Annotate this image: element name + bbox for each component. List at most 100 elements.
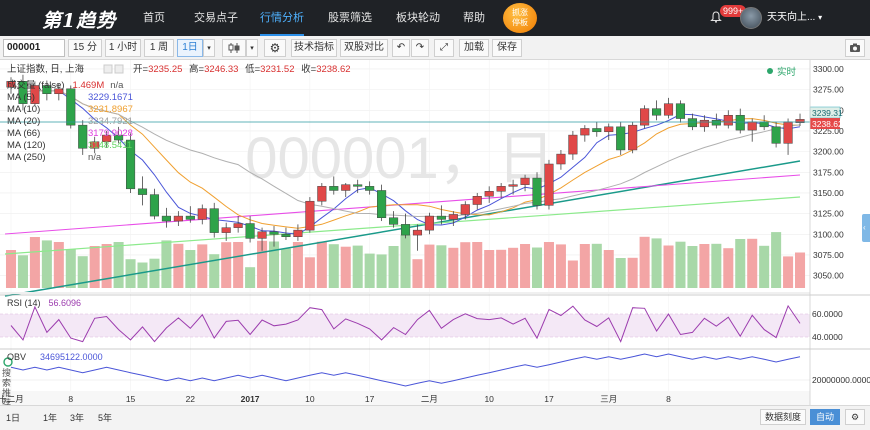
candle bbox=[723, 110, 733, 129]
candle bbox=[544, 159, 554, 210]
volume-bar bbox=[77, 256, 88, 288]
candle bbox=[448, 211, 458, 227]
promo-line-2: 停板 bbox=[512, 18, 528, 27]
candle bbox=[640, 105, 650, 129]
data-scale-button[interactable]: 数据刻度 bbox=[760, 409, 806, 425]
volume-bar bbox=[747, 238, 758, 288]
load-button[interactable]: 加载 bbox=[459, 39, 489, 57]
volume-bar bbox=[508, 247, 519, 288]
realtime-label[interactable]: 实时 bbox=[777, 66, 797, 78]
volume-bar bbox=[448, 247, 459, 288]
candle bbox=[365, 181, 375, 195]
chart-type-button[interactable] bbox=[222, 39, 246, 57]
undo-button[interactable]: ↶ bbox=[392, 39, 410, 57]
volume-bar bbox=[687, 246, 698, 288]
rsi-band bbox=[0, 314, 810, 337]
bottom-settings-button[interactable]: ⚙ bbox=[845, 409, 865, 425]
legend-close-icon[interactable] bbox=[114, 64, 124, 74]
candlestick-icon bbox=[228, 43, 240, 53]
rsi-pane: RSI (14) 56.6096 60.0000 40.0000 bbox=[0, 292, 870, 343]
nav-market-analysis[interactable]: 行情分析 bbox=[260, 0, 304, 36]
stock-chart[interactable]: 000001，日 3300.003275.003250.003225.00320… bbox=[0, 60, 870, 405]
close-label: 收= bbox=[301, 63, 317, 75]
ma-legend-label: MA (66) bbox=[7, 128, 40, 139]
compare-button[interactable]: 双股对比 bbox=[340, 39, 388, 57]
side-recommend[interactable]: 搜索推荐 bbox=[2, 368, 12, 408]
candle bbox=[592, 121, 602, 137]
volume-value: 1.469M bbox=[73, 80, 105, 91]
volume-bar bbox=[531, 247, 543, 288]
settings-button[interactable]: ⚙ bbox=[264, 39, 286, 57]
volume-bar bbox=[795, 252, 806, 288]
candle bbox=[245, 216, 255, 243]
volume-bar bbox=[245, 267, 256, 288]
side-panel-toggle[interactable]: ‹ bbox=[862, 214, 870, 242]
user-menu[interactable]: 天天向上... ▾ bbox=[767, 0, 822, 36]
range-1year[interactable]: 1年 bbox=[43, 413, 58, 423]
volume-bar bbox=[209, 254, 220, 288]
volume-bar bbox=[460, 242, 471, 288]
ma-legend-value: 3148.5411 bbox=[88, 140, 132, 151]
price-tick-label: 3050.00 bbox=[813, 271, 844, 281]
volume-bar bbox=[89, 246, 100, 288]
nav-trade-ideas[interactable]: 交易点子 bbox=[194, 12, 238, 24]
undo-icon: ↶ bbox=[396, 42, 406, 53]
legend-toggle-icon[interactable] bbox=[103, 64, 113, 74]
nav-sector-rotation[interactable]: 板块轮动 bbox=[396, 12, 440, 24]
volume-na: n/a bbox=[110, 80, 124, 91]
candle bbox=[233, 216, 243, 233]
logo[interactable]: 第1趋势 bbox=[42, 10, 117, 32]
volume-bars bbox=[5, 232, 806, 288]
low-value: 3231.52 bbox=[260, 64, 294, 75]
nav-home[interactable]: 首页 bbox=[143, 12, 165, 24]
candle bbox=[377, 184, 387, 222]
period-1hour[interactable]: 1 小时 bbox=[105, 39, 141, 57]
volume-bar bbox=[233, 242, 244, 288]
redo-button[interactable]: ↷ bbox=[411, 39, 429, 57]
avatar[interactable] bbox=[740, 7, 762, 29]
symbol-input[interactable]: 000001 bbox=[3, 39, 65, 57]
candle bbox=[102, 130, 112, 148]
nav-stock-screener[interactable]: 股票筛选 bbox=[328, 12, 372, 24]
price-tick-label: 3225.00 bbox=[813, 126, 844, 136]
time-tick-label: 15 bbox=[126, 394, 136, 404]
high-value: 3246.33 bbox=[204, 64, 238, 75]
volume-bar bbox=[304, 257, 315, 288]
period-1day[interactable]: 1日 bbox=[177, 39, 203, 57]
range-5year[interactable]: 5年 bbox=[98, 413, 113, 423]
candle bbox=[173, 211, 183, 227]
obv-pane: OBV 34695122.0000 20000000.0000 bbox=[0, 348, 870, 387]
caret-down-icon: ▾ bbox=[818, 13, 823, 22]
candle bbox=[185, 206, 195, 223]
save-button[interactable]: 保存 bbox=[492, 39, 522, 57]
close-value: 3238.62 bbox=[316, 64, 350, 75]
period-1week[interactable]: 1 周 bbox=[144, 39, 174, 57]
chart-type-dropdown[interactable]: ▾ bbox=[246, 39, 258, 57]
candle bbox=[18, 74, 28, 111]
notification-badge: 999+ bbox=[720, 5, 747, 17]
price-tick-label: 3200.00 bbox=[813, 147, 844, 157]
volume-bar bbox=[17, 255, 28, 288]
auto-scale-button[interactable]: 自动 bbox=[810, 409, 840, 425]
screenshot-button[interactable] bbox=[845, 39, 865, 57]
candle bbox=[137, 176, 148, 206]
price-tick-label: 3075.00 bbox=[813, 250, 844, 260]
range-3year[interactable]: 3年 bbox=[70, 413, 85, 423]
nav-help[interactable]: 帮助 bbox=[463, 12, 485, 24]
candle bbox=[795, 113, 805, 126]
fullscreen-button[interactable]: ⤢ bbox=[434, 39, 454, 57]
bell-icon[interactable] bbox=[710, 11, 722, 23]
candle bbox=[616, 121, 626, 155]
promo-button[interactable]: 抓涨 停板 bbox=[503, 3, 537, 33]
volume-bar bbox=[125, 259, 136, 288]
volume-bar bbox=[41, 240, 52, 288]
period-dropdown[interactable]: ▾ bbox=[203, 39, 215, 57]
period-15min[interactable]: 15 分 bbox=[68, 39, 102, 57]
range-1day[interactable]: 1日 bbox=[6, 413, 21, 423]
indicators-button[interactable]: 技术指标 bbox=[291, 39, 337, 57]
obv-toggle-icon[interactable] bbox=[3, 357, 13, 367]
promo-line-1: 抓涨 bbox=[512, 8, 528, 17]
volume-bar bbox=[639, 236, 650, 288]
candle bbox=[6, 77, 16, 94]
time-tick-label: 10 bbox=[305, 394, 315, 404]
